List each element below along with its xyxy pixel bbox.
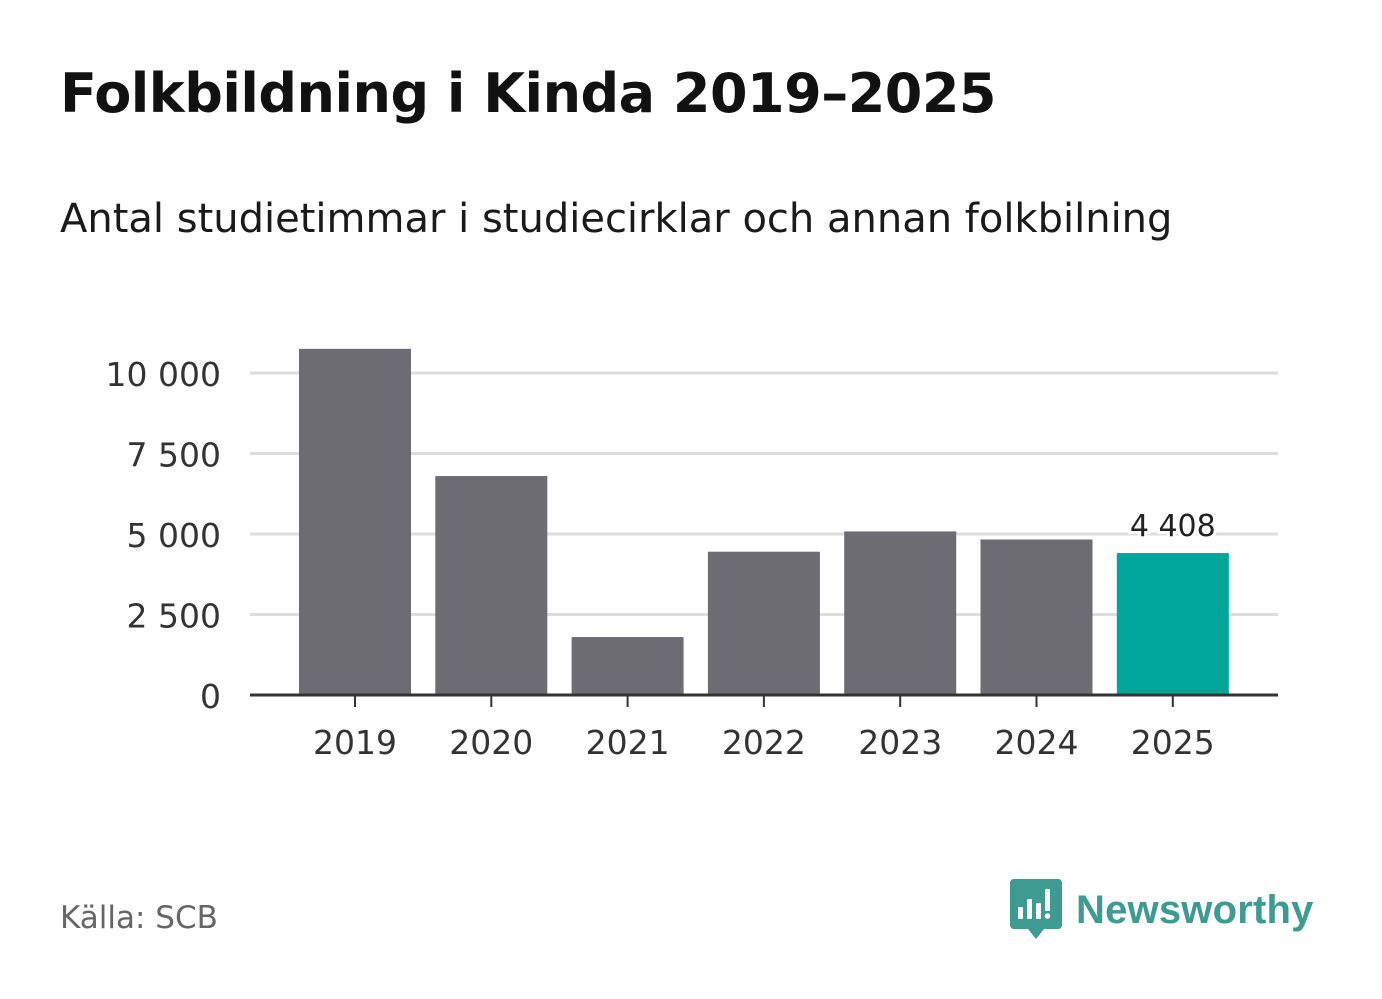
chart-title: Folkbildning i Kinda 2019–2025 (60, 62, 997, 125)
newsworthy-logo-icon (1010, 879, 1062, 939)
x-tick-label: 2023 (858, 723, 942, 762)
bar-2025 (1116, 553, 1229, 695)
source-note: Källa: SCB (60, 900, 218, 936)
y-tick-label: 0 (200, 677, 221, 716)
x-tick-label: 2025 (1131, 723, 1215, 762)
y-axis-labels: 0 2 500 5 000 7 500 10 000 (106, 355, 221, 716)
bars (299, 348, 1229, 695)
bar-2022 (707, 551, 820, 695)
x-tick-label: 2024 (995, 723, 1079, 762)
x-tick-label: 2019 (313, 723, 397, 762)
bar-2023 (844, 531, 957, 695)
brand-name: Newsworthy (1076, 887, 1314, 932)
x-tick-label: 2020 (449, 723, 533, 762)
bar-2020 (435, 476, 548, 695)
y-tick-label: 2 500 (127, 597, 221, 636)
x-tick-label: 2022 (722, 723, 806, 762)
x-axis: 2019 2020 2021 2022 2023 2024 2025 (250, 693, 1278, 762)
x-tick-label: 2021 (586, 723, 670, 762)
bar-2019 (299, 348, 411, 695)
y-tick-label: 5 000 (127, 516, 221, 555)
data-labels: 4 408 (1127, 506, 1219, 547)
brand-logo: Newsworthy (1010, 878, 1314, 942)
y-tick-label: 10 000 (106, 355, 221, 394)
bar-2024 (980, 539, 1093, 695)
y-tick-label: 7 500 (127, 436, 221, 475)
bar-2021 (571, 637, 684, 695)
data-label: 4 408 (1130, 509, 1216, 544)
chart-subtitle: Antal studietimmar i studiecirklar och a… (60, 196, 1173, 242)
